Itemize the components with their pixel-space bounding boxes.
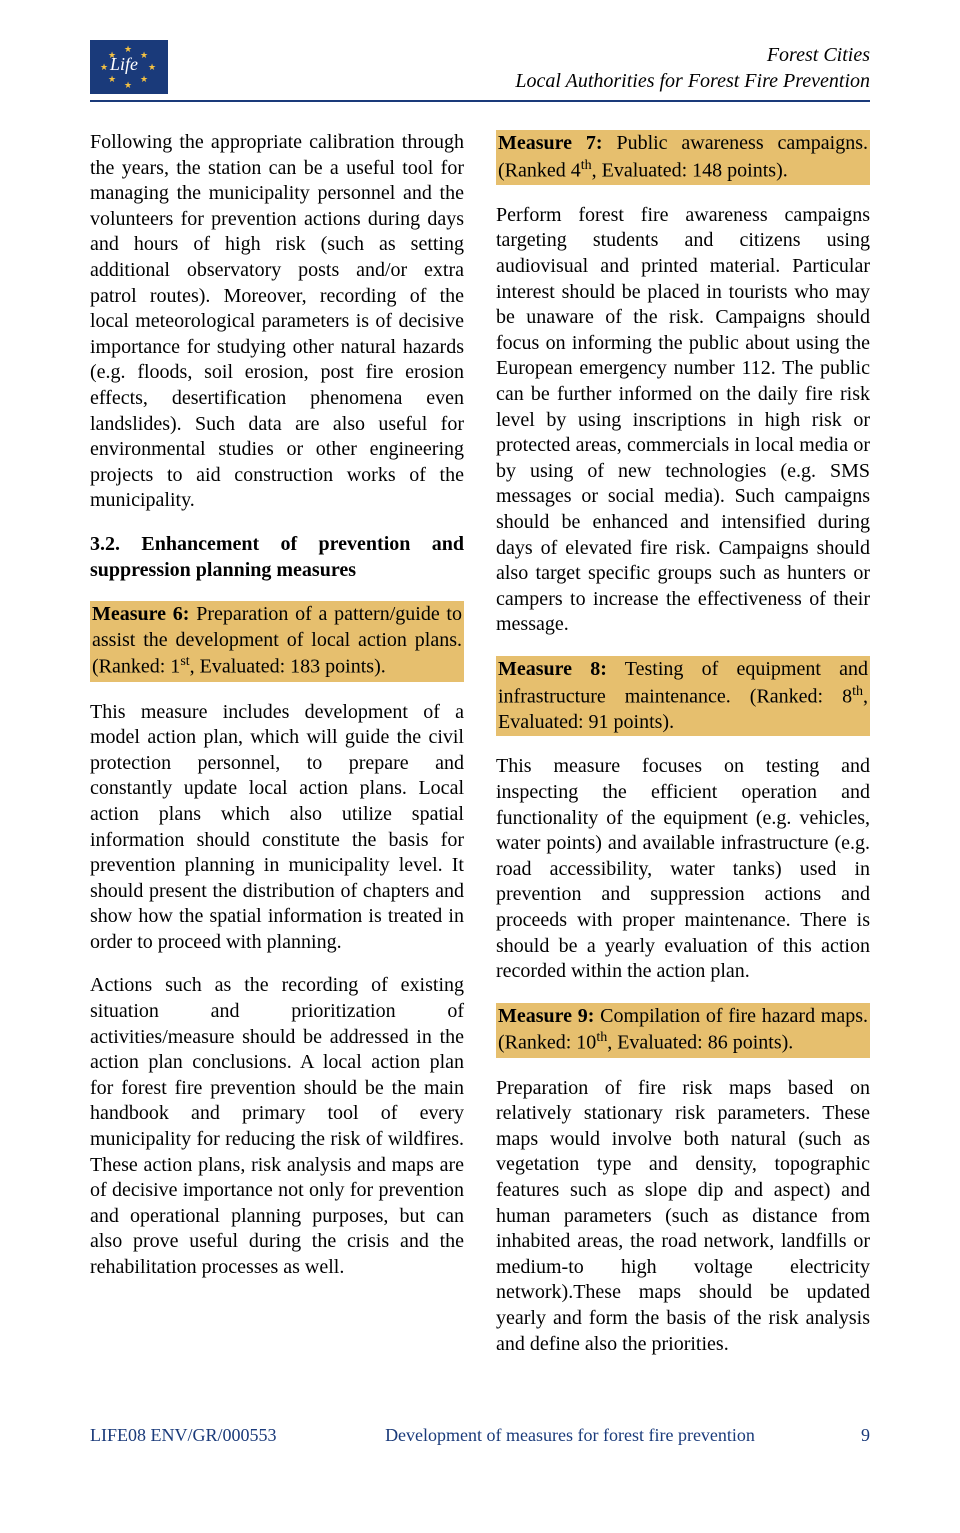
- footer-left: LIFE08 ENV/GR/000553: [90, 1425, 330, 1446]
- header-title-1: Forest Cities: [168, 42, 870, 68]
- measure-8: Measure 8: Testing of equipment and infr…: [496, 656, 870, 736]
- right-column: Measure 7: Public awareness campaigns. (…: [496, 130, 870, 1375]
- left-paragraph-3: Actions such as the recording of existin…: [90, 973, 464, 1280]
- measure-6: Measure 6: Preparation of a pattern/guid…: [90, 601, 464, 681]
- right-paragraph-1: Perform forest fire awareness campaigns …: [496, 203, 870, 638]
- section-heading-3-2: 3.2. Enhancement of prevention and suppr…: [90, 532, 464, 583]
- measure-9-sup: th: [596, 1030, 607, 1045]
- left-paragraph-1: Following the appropriate calibration th…: [90, 130, 464, 514]
- footer-center: Development of measures for forest fire …: [330, 1425, 810, 1446]
- measure-9-text-b: , Evaluated: 86 points).: [607, 1032, 793, 1054]
- page-header: Life ★ ★ ★ ★ ★ ★ ★ ★ Forest Cities Local…: [90, 40, 870, 102]
- measure-7-label: Measure 7:: [498, 132, 603, 154]
- measure-6-sup: st: [180, 654, 189, 669]
- life-logo: Life ★ ★ ★ ★ ★ ★ ★ ★: [90, 40, 168, 94]
- footer-page-number: 9: [810, 1425, 870, 1446]
- measure-7: Measure 7: Public awareness campaigns. (…: [496, 130, 870, 185]
- measure-9: Measure 9: Compilation of fire hazard ma…: [496, 1003, 870, 1058]
- measure-8-sup: th: [852, 684, 863, 699]
- left-column: Following the appropriate calibration th…: [90, 130, 464, 1375]
- measure-8-label: Measure 8:: [498, 658, 607, 680]
- content-columns: Following the appropriate calibration th…: [90, 130, 870, 1375]
- page: Life ★ ★ ★ ★ ★ ★ ★ ★ Forest Cities Local…: [0, 0, 960, 1476]
- right-paragraph-3: Preparation of fire risk maps based on r…: [496, 1076, 870, 1358]
- measure-9-label: Measure 9:: [498, 1005, 594, 1027]
- page-footer: LIFE08 ENV/GR/000553 Development of meas…: [90, 1425, 870, 1446]
- measure-7-text-b: , Evaluated: 148 points).: [592, 159, 788, 181]
- header-titles: Forest Cities Local Authorities for Fore…: [168, 40, 870, 94]
- measure-6-text-b: , Evaluated: 183 points).: [190, 656, 386, 678]
- measure-6-label: Measure 6:: [92, 603, 189, 625]
- right-paragraph-2: This measure focuses on testing and insp…: [496, 754, 870, 984]
- left-paragraph-2: This measure includes development of a m…: [90, 700, 464, 956]
- header-title-2: Local Authorities for Forest Fire Preven…: [168, 68, 870, 94]
- measure-7-sup: th: [581, 158, 592, 173]
